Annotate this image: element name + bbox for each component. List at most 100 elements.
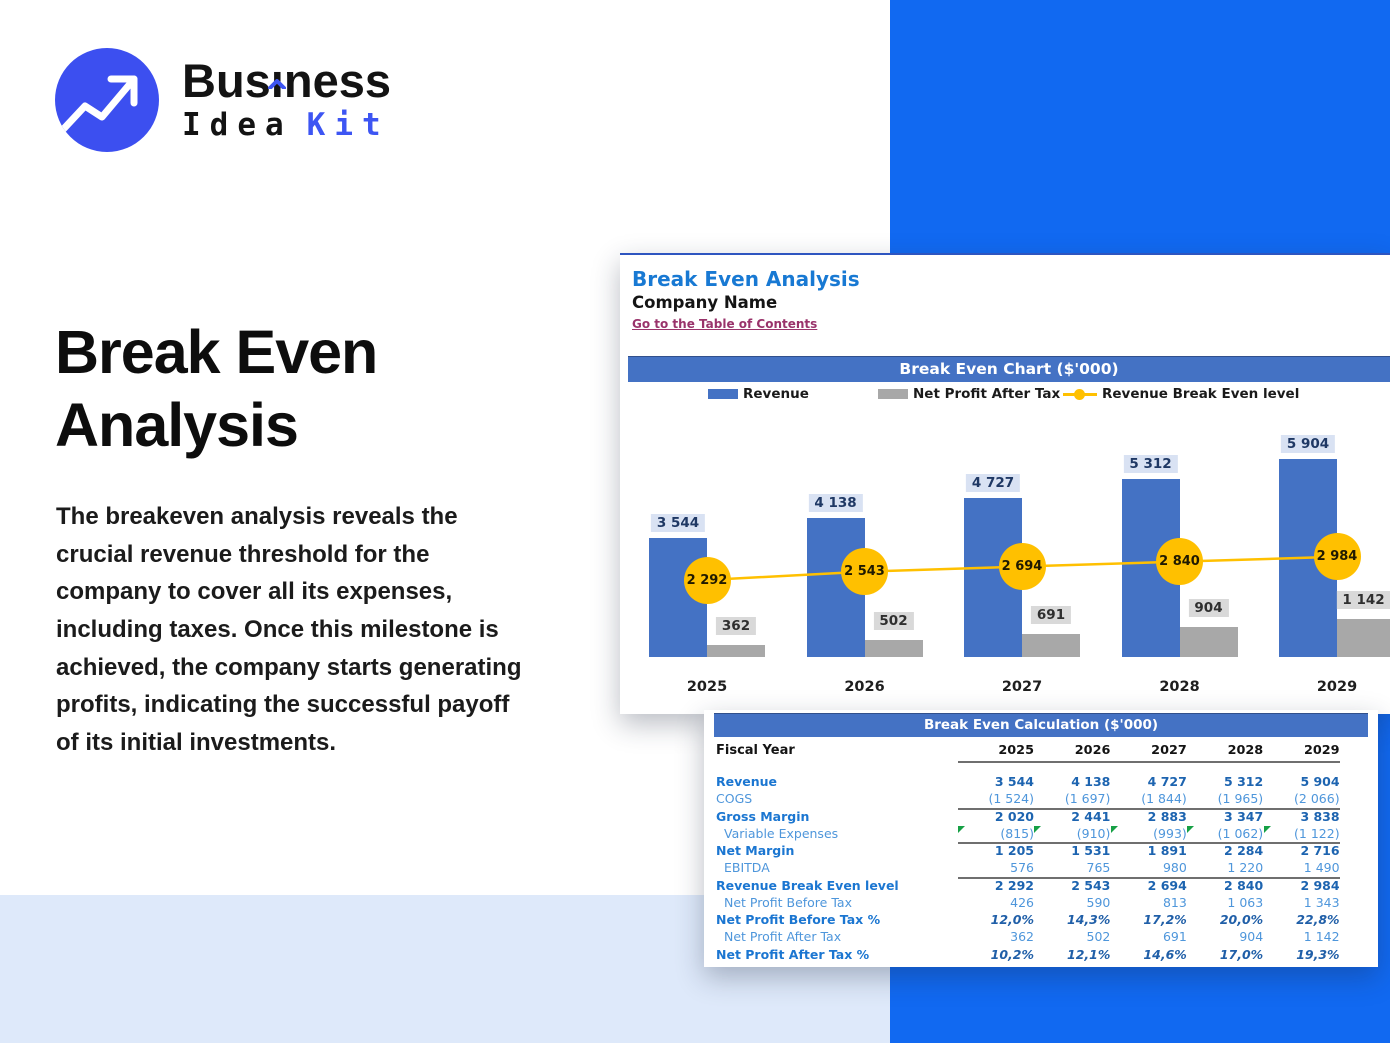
table-row: Net Margin 1 205 1 531 1 891 2 284 2 716 — [704, 842, 1378, 859]
value-cell: 2 441 — [1071, 808, 1111, 824]
header-underline — [958, 761, 1340, 763]
comment-marker-icon — [958, 825, 965, 833]
row-label: Net Profit Before Tax — [724, 894, 852, 910]
net-profit-value-label: 691 — [1030, 606, 1072, 624]
value-cell: 813 — [1162, 894, 1187, 910]
revenue-value-label: 4 727 — [965, 474, 1021, 492]
value-cell: 17,2% — [1143, 912, 1187, 927]
value-cell: 12,0% — [990, 912, 1034, 927]
value-cell: 502 — [1086, 929, 1111, 945]
value-cell: (1 122) — [1263, 825, 1340, 841]
row-label: Revenue Break Even level — [716, 877, 899, 893]
table-of-contents-link[interactable]: Go to the Table of Contents — [632, 317, 818, 331]
fiscal-year-cell: 2029 — [1303, 743, 1340, 758]
chart-title-bar: Break Even Chart ($'000) — [628, 356, 1390, 382]
value-cell: 2 694 — [1147, 877, 1187, 893]
fiscal-year-cell: 2026 — [1074, 743, 1111, 758]
value-cell: 590 — [1086, 894, 1111, 910]
chart-plot-area: 3 544 362 2025 4 138 502 2026 4 727 691 2027 5 31… — [620, 255, 1390, 714]
value-cell: 2 292 — [994, 877, 1034, 893]
break-even-line-icon — [1063, 388, 1097, 400]
value-cell: 2 284 — [1224, 843, 1264, 858]
net-profit-bar — [1022, 634, 1080, 657]
value-cell: 2 984 — [1300, 877, 1340, 893]
value-cell: 2 883 — [1147, 808, 1187, 824]
comment-marker-icon — [1187, 825, 1195, 833]
net-profit-bar — [864, 640, 923, 657]
table-row: Net Profit Before Tax 426 590 813 1 063 1 343 — [704, 894, 1378, 911]
net-profit-value-label: 362 — [715, 617, 757, 635]
value-cell: (1 844) — [1141, 791, 1187, 807]
table-title-bar: Break Even Calculation ($'000) — [714, 713, 1368, 737]
revenue-value-label: 5 312 — [1123, 455, 1178, 473]
row-label: Net Profit After Tax % — [716, 946, 870, 962]
fiscal-year-cell: 2025 — [998, 743, 1034, 758]
value-cell: (993) — [1110, 825, 1187, 841]
net-profit-bar — [707, 645, 765, 657]
spreadsheet-chart-card: Break Even Analysis Company Name Go to t… — [620, 253, 1390, 714]
row-label: Variable Expenses — [724, 825, 839, 841]
comment-marker-icon — [1034, 825, 1042, 833]
row-label: Net Profit After Tax — [724, 929, 842, 945]
company-name: Company Name — [632, 293, 778, 312]
logo-trend-icon — [55, 48, 159, 152]
value-cell: 10,2% — [990, 946, 1034, 962]
value-cell: (1 965) — [1217, 791, 1264, 807]
value-cell: 1 220 — [1227, 860, 1264, 876]
value-cell: 362 — [1010, 929, 1034, 945]
break-even-marker: 2 840 — [1156, 538, 1203, 586]
value-cell: 576 — [1010, 860, 1034, 876]
break-even-marker: 2 984 — [1313, 533, 1361, 581]
table-row: EBITDA 576 765 980 1 220 1 490 — [704, 859, 1378, 876]
revenue-value-label: 3 544 — [650, 514, 706, 532]
table-row: Net Profit Before Tax % 12,0% 14,3% 17,2% 20… — [704, 911, 1378, 928]
fiscal-year-label: Fiscal Year — [716, 743, 795, 758]
logo-wordmark: Busı ness Idea Kit — [182, 57, 391, 141]
value-cell: 904 — [1239, 929, 1264, 945]
value-cell: 691 — [1162, 929, 1187, 945]
legend-item-net-profit: Net Profit After Tax — [878, 386, 1060, 402]
table-row: COGS (1 524) (1 697) (1 844) (1 965) (2 066) — [704, 790, 1378, 807]
value-cell: 1 343 — [1303, 894, 1340, 910]
row-label: EBITDA — [724, 860, 770, 876]
value-cell: 4 727 — [1147, 774, 1187, 789]
value-cell: (815) — [958, 825, 1034, 841]
value-cell: 2 716 — [1300, 843, 1340, 858]
row-underline — [958, 876, 1340, 879]
break-even-marker: 2 292 — [683, 556, 731, 604]
value-cell: 1 205 — [994, 843, 1034, 858]
table-row: Revenue 3 544 4 138 4 727 5 312 5 904 — [704, 773, 1378, 790]
row-label: Net Margin — [716, 843, 795, 858]
comment-marker-icon — [1263, 825, 1271, 833]
net-profit-value-label: 904 — [1188, 599, 1229, 617]
brand-line-2: Idea Kit — [182, 107, 390, 143]
break-even-marker: 2 543 — [841, 548, 888, 596]
value-cell: 1 531 — [1071, 843, 1111, 858]
row-underline — [958, 807, 1340, 810]
row-label: COGS — [716, 791, 753, 807]
value-cell: 12,1% — [1067, 946, 1111, 962]
value-cell: 19,3% — [1296, 946, 1340, 962]
caret-icon — [267, 49, 286, 96]
x-axis-year-label: 2027 — [1001, 679, 1043, 695]
value-cell: 2 840 — [1224, 877, 1264, 893]
table-row: Variable Expenses (815) (910) (993) (1 062)(… — [704, 825, 1378, 842]
value-cell: 426 — [1010, 894, 1034, 910]
legend-item-revenue: Revenue — [708, 386, 809, 402]
net-profit-value-label: 1 142 — [1336, 591, 1390, 609]
value-cell: (1 062) — [1187, 825, 1263, 841]
value-cell: 14,3% — [1067, 912, 1111, 927]
x-axis-year-label: 2025 — [686, 679, 728, 695]
net-profit-value-label: 502 — [873, 612, 914, 630]
comment-marker-icon — [1110, 825, 1118, 833]
value-cell: 765 — [1086, 860, 1111, 876]
value-cell: 14,6% — [1143, 946, 1187, 962]
table-row: Revenue Break Even level 2 292 2 543 2 694 2… — [704, 877, 1378, 894]
x-axis-year-label: 2026 — [844, 679, 885, 695]
net-profit-bar — [1179, 627, 1238, 657]
value-cell: 17,0% — [1219, 946, 1264, 962]
revenue-swatch-icon — [708, 389, 738, 399]
value-cell: 4 138 — [1071, 774, 1111, 789]
value-cell: 1 063 — [1227, 894, 1264, 910]
value-cell: 22,8% — [1296, 912, 1340, 927]
